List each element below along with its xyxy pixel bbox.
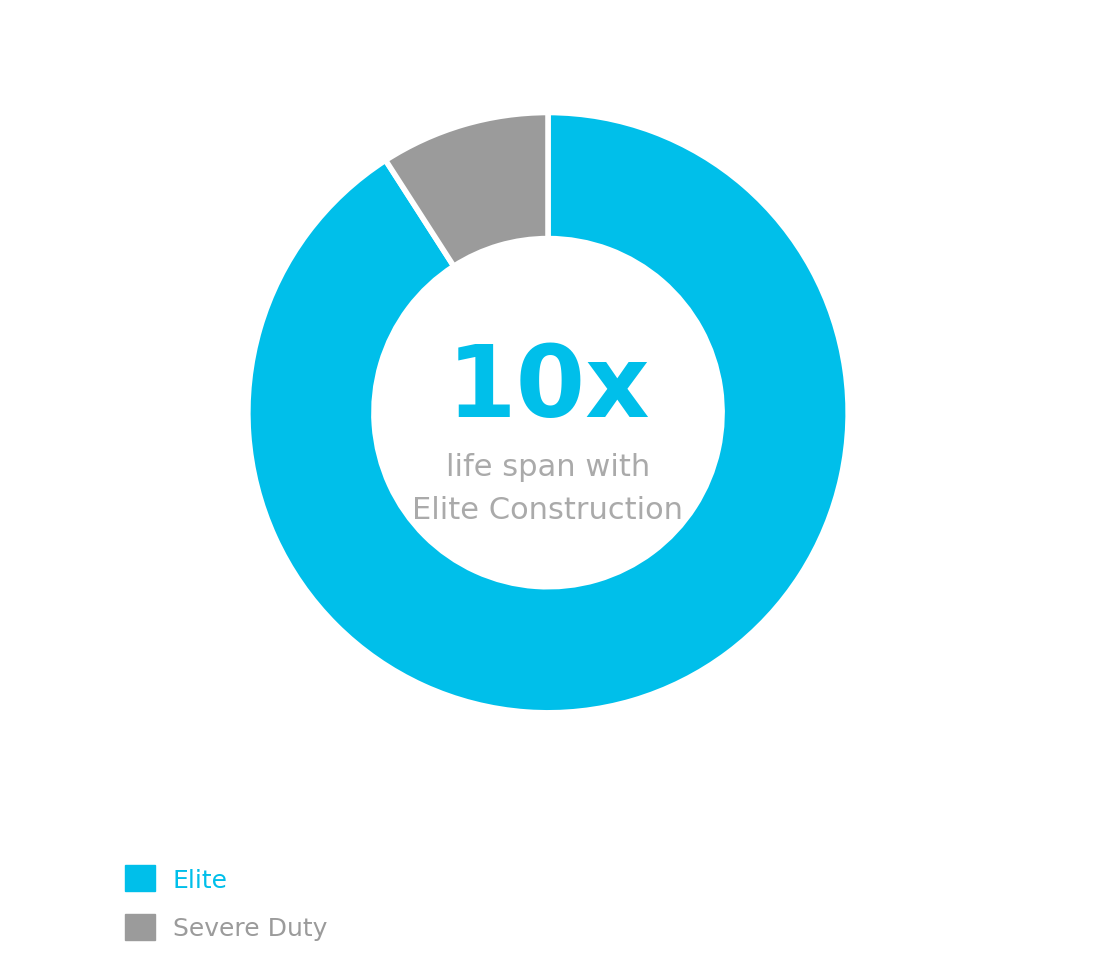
- Text: 10x: 10x: [446, 341, 650, 437]
- Wedge shape: [386, 113, 548, 267]
- Legend: Elite, Severe Duty: Elite, Severe Duty: [125, 866, 328, 941]
- Wedge shape: [248, 113, 848, 713]
- Text: life span with
Elite Construction: life span with Elite Construction: [412, 453, 684, 524]
